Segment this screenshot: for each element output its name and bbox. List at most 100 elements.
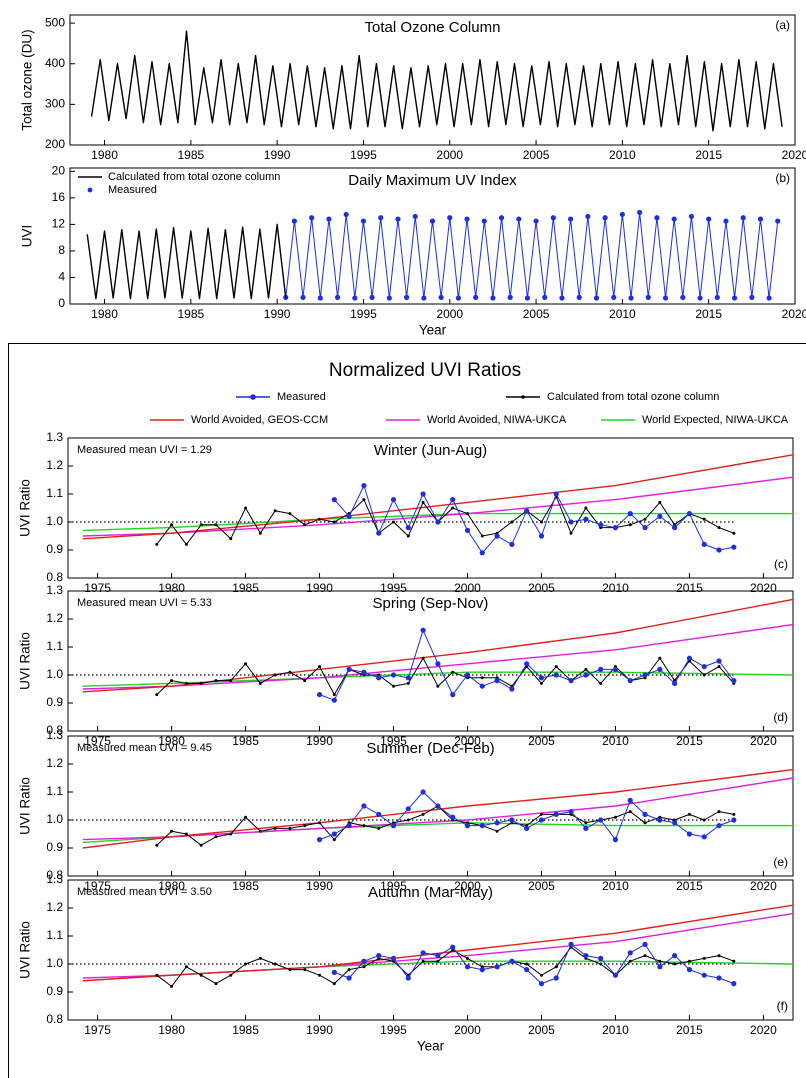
data-point <box>405 806 411 812</box>
panel-title: Autumn (Mar-May) <box>368 884 493 901</box>
data-point <box>438 294 444 300</box>
data-point <box>732 531 736 535</box>
data-point <box>303 523 307 527</box>
series-line <box>82 512 793 532</box>
data-point <box>347 968 351 972</box>
x-tick-label: 2020 <box>782 307 806 321</box>
x-tick-label: 1980 <box>158 1023 185 1037</box>
data-point <box>584 506 588 510</box>
x-tick-label: 1980 <box>91 148 118 162</box>
data-point <box>524 967 530 973</box>
data-point <box>386 295 392 301</box>
series-line <box>82 904 794 982</box>
data-point <box>331 969 337 976</box>
x-tick-label: 1990 <box>264 148 291 162</box>
x-tick-label: 1980 <box>91 307 118 321</box>
y-tick-label: 1.0 <box>46 812 63 826</box>
series-line <box>82 623 794 690</box>
data-point <box>525 962 529 966</box>
data-point <box>214 982 218 986</box>
series-line <box>82 598 794 693</box>
y-tick-label: 1.2 <box>46 900 63 914</box>
data-point <box>723 218 729 224</box>
data-point <box>303 679 307 683</box>
x-tick-label: 1990 <box>306 1023 333 1037</box>
x-tick-label: 2020 <box>750 879 777 893</box>
data-point <box>155 843 159 847</box>
data-point <box>599 681 603 685</box>
data-point <box>465 956 469 960</box>
data-point <box>390 955 397 962</box>
data-point <box>447 215 453 221</box>
data-point <box>612 666 619 673</box>
data-point <box>376 675 382 681</box>
data-point <box>642 672 648 678</box>
x-tick-label: 2005 <box>523 307 550 321</box>
data-point <box>362 498 366 502</box>
data-point <box>258 829 262 833</box>
data-point <box>465 512 469 516</box>
data-point <box>732 812 736 816</box>
x-tick-label: 1990 <box>264 307 291 321</box>
data-point <box>229 973 233 977</box>
data-point <box>569 531 573 535</box>
data-point <box>510 520 514 524</box>
data-point <box>170 984 174 988</box>
data-point <box>318 821 322 825</box>
data-point <box>421 295 427 301</box>
data-point <box>593 295 600 301</box>
x-tick-label: 1985 <box>232 581 259 595</box>
x-tick-label: 2005 <box>528 581 555 595</box>
data-point <box>568 809 574 815</box>
y-tick-label: 1.1 <box>46 639 63 653</box>
x-tick-label: 1985 <box>232 879 259 893</box>
data-point <box>155 542 159 546</box>
data-point <box>645 294 651 300</box>
data-point <box>288 670 292 674</box>
x-tick-label: 1995 <box>350 307 377 321</box>
data-point <box>701 972 707 978</box>
x-tick-label: 1980 <box>158 734 185 748</box>
x-tick-label: 2010 <box>609 148 636 162</box>
data-point <box>258 531 262 535</box>
data-point <box>662 295 669 301</box>
data-point <box>612 837 619 843</box>
x-tick-label: 1975 <box>84 1023 111 1037</box>
data-point <box>539 973 543 977</box>
data-point <box>716 658 722 664</box>
data-point <box>657 964 663 970</box>
data-point <box>316 692 323 698</box>
y-tick-label: 1.2 <box>46 756 63 770</box>
y-tick-label: 0.8 <box>46 1012 63 1026</box>
legend-label: Calculated from total ozone column <box>108 171 280 183</box>
data-point <box>316 837 323 843</box>
data-point <box>686 510 693 517</box>
section-border <box>8 343 806 1078</box>
data-point <box>184 681 188 685</box>
data-point <box>331 497 337 503</box>
data-point <box>405 525 411 531</box>
data-point <box>702 818 706 822</box>
x-tick-label: 2015 <box>676 1023 703 1037</box>
data-point <box>524 661 530 667</box>
y-tick-label: 1.1 <box>46 928 63 942</box>
data-point <box>509 541 515 548</box>
data-point <box>628 959 632 963</box>
data-point <box>672 820 678 826</box>
data-point <box>229 832 233 836</box>
data-point <box>170 679 174 683</box>
plot-frame <box>67 590 794 732</box>
data-point <box>628 295 634 301</box>
x-tick-label: 2020 <box>750 1023 777 1037</box>
data-point <box>553 811 559 818</box>
data-point <box>598 522 604 528</box>
data-point <box>583 953 589 959</box>
y-axis-label: UVI <box>20 225 35 248</box>
data-point <box>494 678 500 684</box>
x-tick-label: 2000 <box>454 734 481 748</box>
legend-swatch <box>87 187 93 193</box>
data-point <box>450 497 456 503</box>
data-point <box>627 678 633 684</box>
data-point <box>229 537 233 541</box>
x-tick-label: 1995 <box>380 879 407 893</box>
